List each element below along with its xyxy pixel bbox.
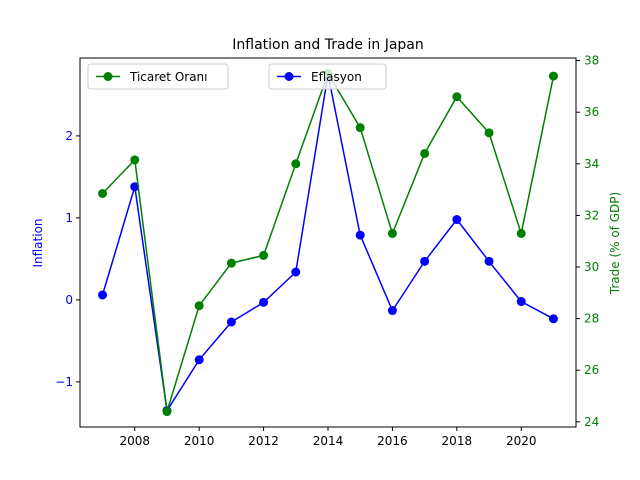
y-right-tick-label: 38 [584,54,599,68]
inflation-point [516,297,526,307]
trade-legend-label: Ticaret Oranı [129,70,208,84]
legends: Ticaret Oranı Eflasyon [87,63,387,90]
y-right-tick-label: 32 [584,208,599,222]
x-tick-label: 2016 [377,434,408,448]
trade-point [226,258,236,268]
inflation-legend-label: Eflasyon [311,70,362,84]
y-left-tick-label: 0 [65,293,73,307]
trade-point [355,123,365,133]
x-tick-label: 2008 [119,434,150,448]
trade-point [452,92,462,102]
inflation-point [387,306,397,316]
inflation-point [259,297,269,307]
inflation-series-line [101,74,554,413]
y-left-tick-label: 1 [65,211,73,225]
trade-point [291,159,301,169]
inflation-point [484,256,494,266]
trade-series-line [101,71,555,412]
inflation-point [548,314,558,324]
x-tick-label: 2018 [442,434,473,448]
trade-point [484,128,494,138]
x-tick-label: 2020 [506,434,537,448]
y-axis-left-label: Inflation [31,218,45,267]
trade-point [420,148,430,158]
x-tick-label: 2014 [313,434,344,448]
y-right-tick-label: 24 [584,415,599,429]
trade-legend-box [87,63,229,90]
trade-point [387,228,397,238]
trade-point [162,407,172,417]
x-tick-label: 2012 [248,434,279,448]
inflation-point [194,355,204,365]
trade-point [548,71,558,81]
x-axis: 2008 2010 2012 2014 2016 2018 2020 [119,427,537,448]
trade-point [259,250,269,260]
plot-frame [79,57,577,428]
y-right-tick-label: 30 [584,260,599,274]
y-right-tick-label: 34 [584,157,599,171]
y-axis-right: 24 26 28 30 32 34 36 38 [576,54,599,429]
inflation-point [130,182,140,192]
y-axis-left: −1 0 1 2 [55,129,80,389]
inflation-point [355,230,365,240]
inflation-point [420,256,430,266]
y-axis-right-label: Trade (% of GDP) [608,192,622,295]
inflation-point [291,267,301,277]
plot-area [98,68,558,417]
y-right-tick-label: 36 [584,105,599,119]
trade-point [98,188,108,198]
y-right-tick-label: 26 [584,363,599,377]
inflation-legend-box [268,63,387,90]
inflation-point [452,215,462,225]
inflation-legend-marker [284,72,294,81]
chart-title: Inflation and Trade in Japan [232,37,424,53]
trade-point [194,301,204,311]
trade-point [516,228,526,238]
trade-legend-marker [103,72,113,81]
inflation-point [98,290,108,300]
trade-point [130,155,140,165]
y-left-tick-label: −1 [55,375,73,389]
y-right-tick-label: 28 [584,312,599,326]
y-left-tick-label: 2 [65,129,73,143]
x-tick-label: 2010 [184,434,215,448]
inflation-point [226,317,236,327]
